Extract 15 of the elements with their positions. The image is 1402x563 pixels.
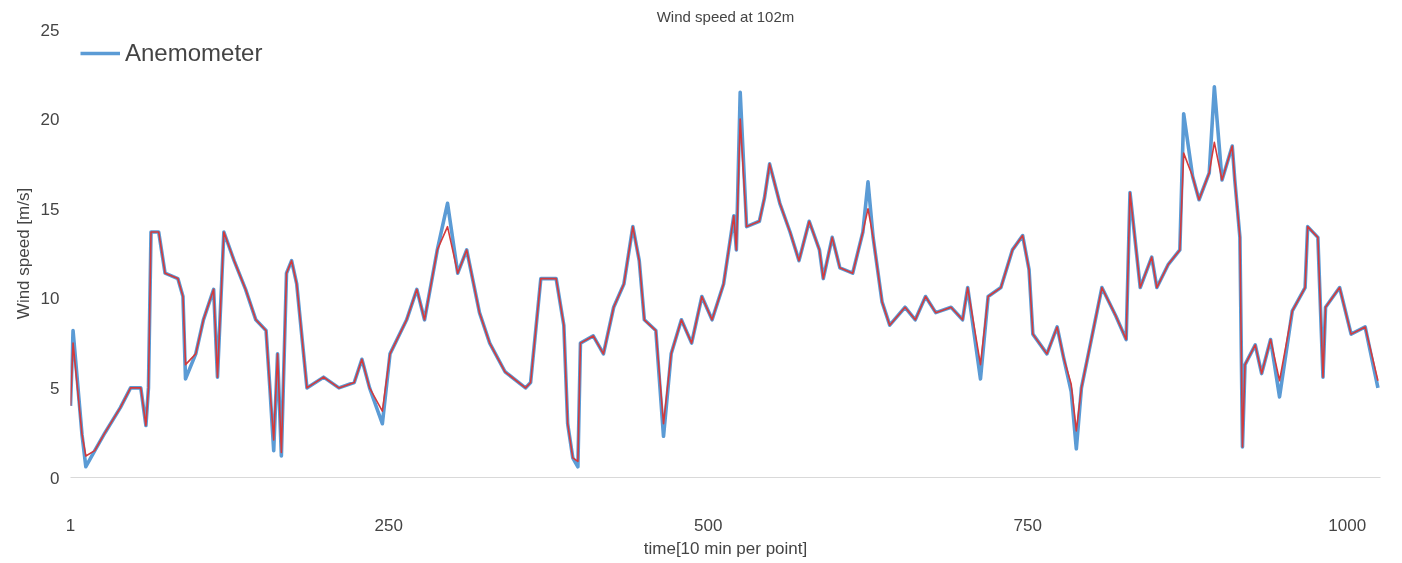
y-tick-label: 5 (50, 378, 60, 398)
y-axis-title: Wind speed [m/s] (13, 187, 33, 320)
x-tick-label: 500 (694, 515, 723, 535)
y-tick-label: 15 (40, 199, 60, 219)
y-tick-label: 20 (40, 110, 60, 130)
legend-label: Anemometer (125, 39, 263, 67)
x-tick-label: 750 (1013, 515, 1042, 535)
x-tick-label: 250 (374, 515, 403, 535)
chart-title: Wind speed at 102m (656, 7, 795, 25)
y-tick-label: 10 (40, 289, 60, 309)
y-tick-label: 0 (50, 468, 60, 488)
x-axis-title: time[10 min per point] (643, 538, 808, 558)
x-tick-label: 1 (65, 515, 76, 535)
x-tick-label: 1000 (1328, 515, 1367, 535)
y-tick-label: 25 (40, 20, 60, 40)
